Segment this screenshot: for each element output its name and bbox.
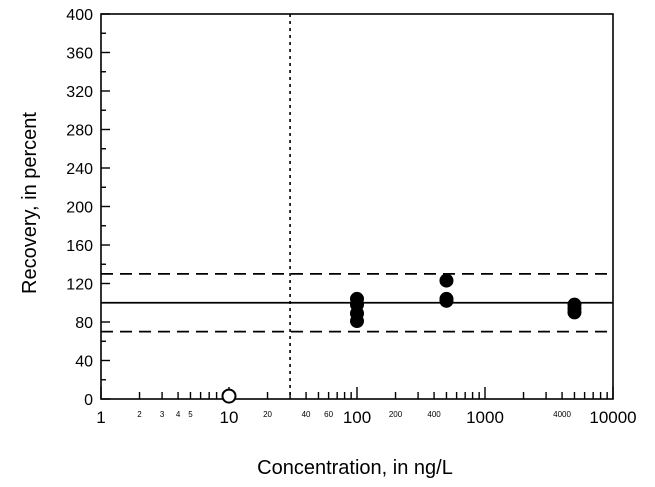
y-tick-label: 40 xyxy=(75,354,93,371)
x-tick-label: 10000 xyxy=(589,408,636,427)
data-point-open xyxy=(221,388,237,404)
y-tick-label: 280 xyxy=(66,123,93,140)
x-axis-title: Concentration, in ng/L xyxy=(257,457,453,479)
data-point xyxy=(350,314,364,329)
x-minor-tick-label: 4 xyxy=(176,410,181,419)
y-tick-label: 120 xyxy=(66,277,93,294)
plot-frame xyxy=(100,13,614,400)
x-tick-label: 1 xyxy=(96,408,105,427)
y-tick-label: 200 xyxy=(66,200,93,217)
x-minor-tick-label: 3 xyxy=(160,410,165,419)
y-tick-label: 0 xyxy=(84,392,93,409)
x-minor-tick-label: 200 xyxy=(389,410,403,419)
y-tick-label: 80 xyxy=(75,315,93,332)
x-tick-label: 10 xyxy=(220,408,239,427)
y-axis-title: Recovery, in percent xyxy=(19,112,41,294)
x-minor-tick-label: 60 xyxy=(324,410,333,419)
y-tick-label: 160 xyxy=(66,238,93,255)
y-tick-label: 360 xyxy=(66,46,93,63)
x-minor-tick-label: 20 xyxy=(263,410,272,419)
data-point xyxy=(439,273,454,288)
x-minor-tick-label: 2 xyxy=(137,410,142,419)
y-tick-label: 320 xyxy=(66,84,93,101)
data-point xyxy=(567,305,582,320)
x-tick-label: 1000 xyxy=(466,408,504,427)
data-point xyxy=(439,293,454,308)
x-tick-label: 100 xyxy=(343,408,371,427)
y-tick-label: 400 xyxy=(66,7,93,24)
x-minor-tick-label: 40 xyxy=(302,410,311,419)
y-tick-label: 240 xyxy=(66,161,93,178)
x-minor-tick-label: 400 xyxy=(427,410,441,419)
x-minor-tick-label: 4000 xyxy=(553,410,571,419)
x-minor-tick-label: 5 xyxy=(188,410,193,419)
